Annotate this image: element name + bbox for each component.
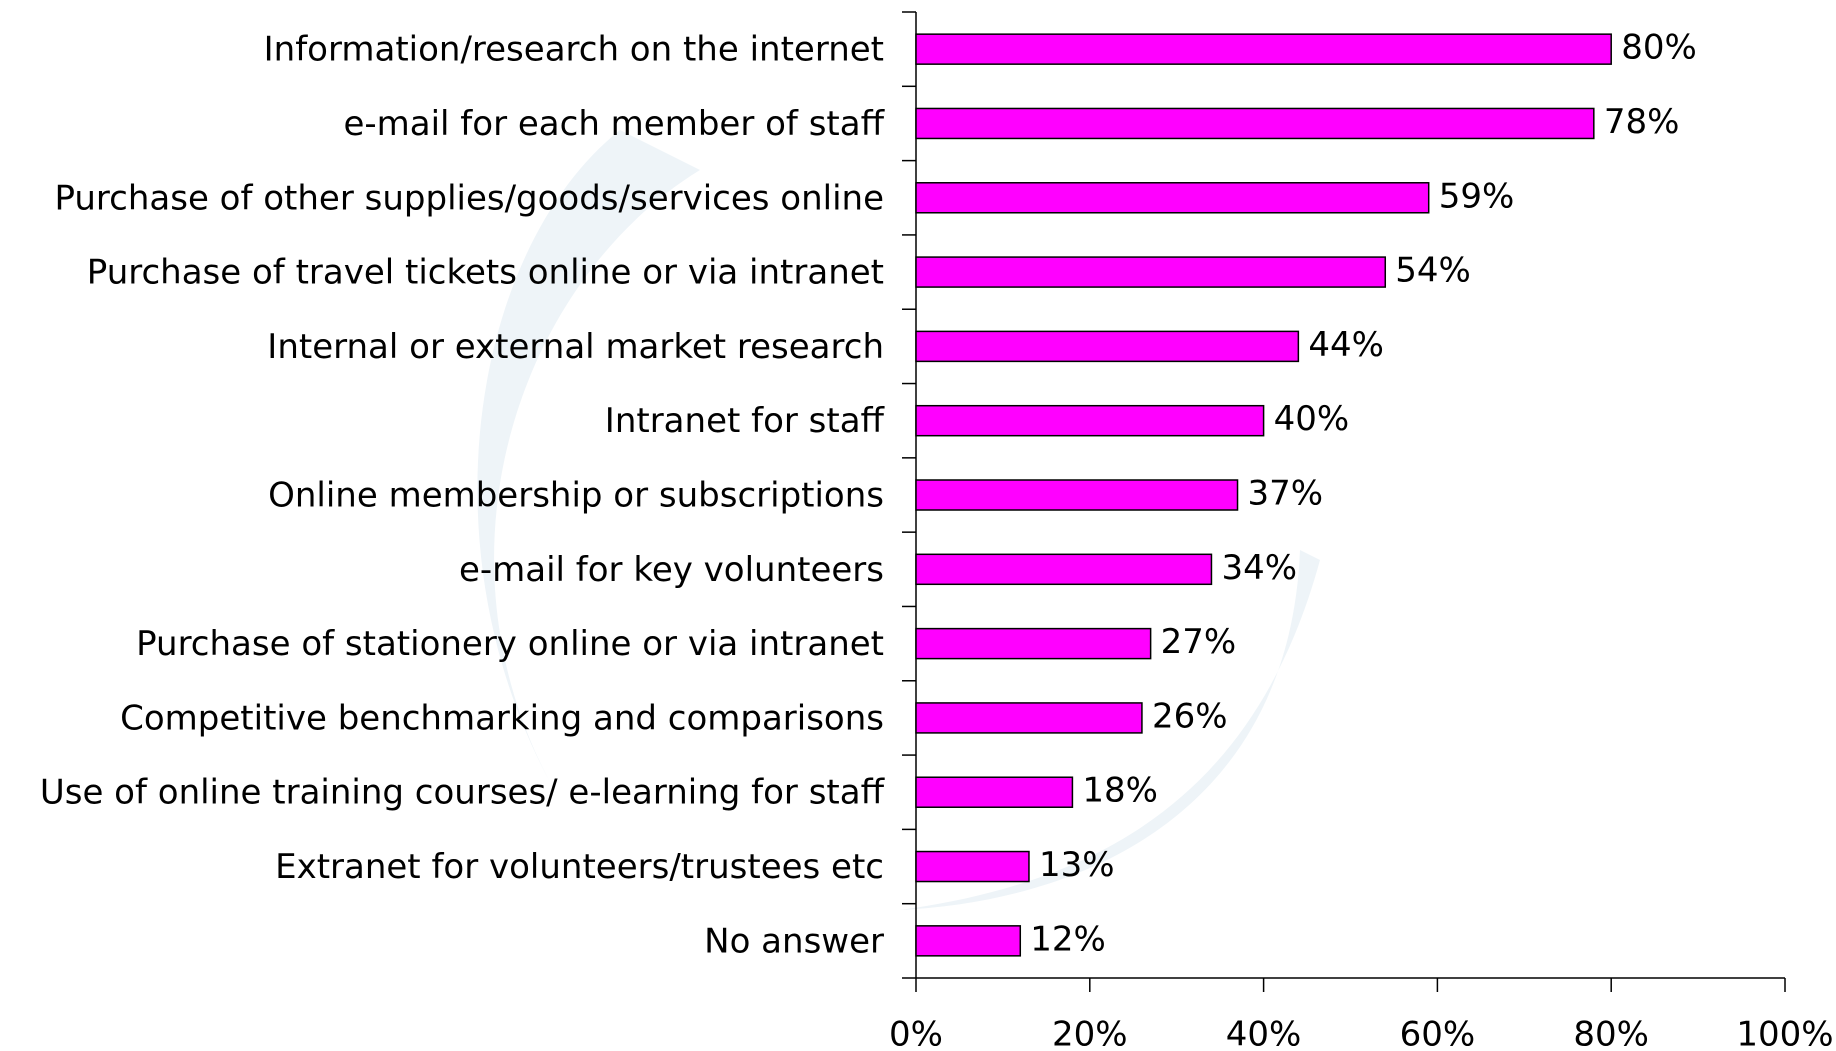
bar bbox=[915, 776, 1074, 808]
x-tick-label: 100% bbox=[1736, 1015, 1833, 1051]
value-label: 26% bbox=[1152, 696, 1228, 736]
value-label: 59% bbox=[1439, 176, 1515, 216]
bar bbox=[915, 404, 1265, 437]
value-label: 27% bbox=[1161, 622, 1237, 662]
value-label: 13% bbox=[1039, 845, 1115, 885]
y-tick-label: Internal or external market research bbox=[267, 327, 884, 367]
value-label: 78% bbox=[1604, 102, 1680, 142]
value-label: 34% bbox=[1221, 548, 1297, 588]
bar bbox=[915, 107, 1595, 140]
value-label: 18% bbox=[1082, 771, 1158, 811]
value-label: 54% bbox=[1395, 251, 1471, 291]
bar bbox=[915, 702, 1143, 734]
x-tick-label: 0% bbox=[889, 1015, 943, 1051]
y-tick-label: No answer bbox=[704, 921, 884, 961]
value-label: 44% bbox=[1308, 325, 1384, 365]
value-label: 40% bbox=[1274, 399, 1350, 439]
y-tick-label: Intranet for staff bbox=[605, 401, 886, 441]
bar bbox=[915, 182, 1430, 214]
bar bbox=[915, 330, 1300, 363]
value-label: 37% bbox=[1248, 474, 1324, 514]
y-tick-label: Purchase of stationery online or via int… bbox=[136, 624, 884, 664]
y-tick-label: Purchase of other supplies/goods/service… bbox=[54, 178, 884, 218]
y-tick-label: Information/research on the internet bbox=[264, 30, 884, 70]
watermark bbox=[477, 130, 700, 800]
y-tick-label: e-mail for key volunteers bbox=[459, 550, 884, 590]
y-tick-label: Competitive benchmarking and comparisons bbox=[120, 698, 884, 738]
bar bbox=[915, 627, 1152, 660]
bar bbox=[915, 850, 1030, 883]
bar bbox=[915, 553, 1213, 586]
bar bbox=[915, 256, 1387, 288]
x-tick-label: 60% bbox=[1400, 1015, 1476, 1051]
bar bbox=[915, 479, 1239, 511]
x-tick-label: 20% bbox=[1052, 1015, 1128, 1051]
y-tick-label: Online membership or subscriptions bbox=[268, 476, 884, 516]
value-label: 80% bbox=[1621, 28, 1697, 68]
bar bbox=[915, 925, 1022, 957]
y-tick-label: Purchase of travel tickets online or via… bbox=[87, 253, 884, 293]
bar bbox=[915, 33, 1612, 65]
y-tick-label: Extranet for volunteers/trustees etc bbox=[275, 847, 884, 887]
value-label: 12% bbox=[1030, 919, 1106, 959]
x-tick-label: 80% bbox=[1573, 1015, 1649, 1051]
x-tick-label: 40% bbox=[1226, 1015, 1302, 1051]
y-tick-label: Use of online training courses/ e-learni… bbox=[40, 773, 886, 813]
y-tick-label: e-mail for each member of staff bbox=[343, 104, 885, 144]
